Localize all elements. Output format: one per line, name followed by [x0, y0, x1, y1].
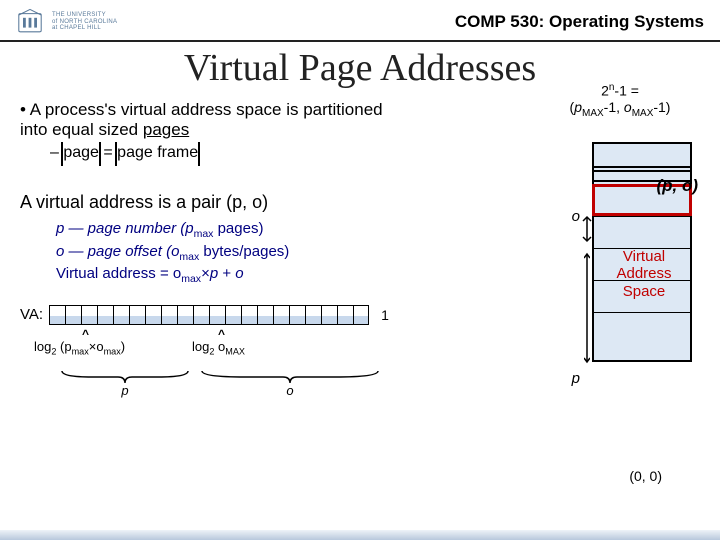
origin-label: (0, 0): [629, 468, 662, 484]
te-post: -1 =: [614, 83, 639, 99]
course-title: COMP 530: Operating Systems: [455, 12, 704, 32]
stripe: [594, 166, 690, 168]
te2-sub: MAX: [582, 108, 604, 119]
bit-cell: [353, 305, 369, 325]
logo-line3: at CHAPEL HILL: [52, 25, 117, 32]
bit-cell: [321, 305, 337, 325]
bit-cell: [177, 305, 193, 325]
page-row: [594, 216, 690, 248]
bit-diagram: [49, 305, 369, 325]
brace-p-icon: [60, 369, 190, 383]
bit-cell: [97, 305, 113, 325]
vas-l1: Virtual: [602, 248, 686, 265]
footer-bar: [0, 530, 720, 540]
logo-line2: of NORTH CAROLINA: [52, 19, 117, 26]
bit-cell: [113, 305, 129, 325]
bit-cell: [225, 305, 241, 325]
unc-logo-icon: [16, 8, 44, 36]
bit-cell: [161, 305, 177, 325]
page-row: [594, 312, 690, 344]
log1-body: (p: [56, 339, 71, 354]
log2-pre: log: [192, 339, 209, 354]
bit-cell: [193, 305, 209, 325]
bit-cell: [209, 305, 225, 325]
stripe: [594, 170, 690, 172]
abs-frame: page frame: [117, 144, 198, 162]
bit-cell: [65, 305, 81, 325]
def-va-plus: +: [218, 265, 235, 282]
te2-end: -1): [653, 99, 670, 115]
bit-cell: [273, 305, 289, 325]
o-side-label: o: [572, 208, 580, 225]
def-o-end: bytes/pages): [199, 243, 289, 260]
log1-pre: log: [34, 339, 51, 354]
brace-p: p: [60, 369, 190, 398]
pair-p: p: [232, 192, 242, 212]
pair-sep: ,: [242, 192, 252, 212]
one-label: 1: [381, 307, 389, 323]
log1-end: ): [121, 339, 125, 354]
log2-bsub: MAX: [225, 347, 245, 357]
slide-header: THE UNIVERSITY of NORTH CAROLINA at CHAP…: [0, 0, 720, 42]
pair-intro: A virtual address is a pair (: [20, 192, 232, 212]
logo-area: THE UNIVERSITY of NORTH CAROLINA at CHAP…: [16, 8, 117, 36]
bit-cell: [305, 305, 321, 325]
p-side-label: p: [572, 370, 580, 387]
bit-cell: [49, 305, 65, 325]
def-p-end: pages): [213, 220, 263, 237]
def-o-pre: o — page offset (o: [56, 243, 179, 260]
log1-mid: ×o: [89, 339, 104, 354]
bullet-underlined: pages: [143, 120, 189, 139]
vas-l2: Address: [602, 265, 686, 282]
te2-o: o: [624, 99, 632, 115]
brace-o-icon: [200, 369, 380, 383]
te-2: 2: [601, 83, 609, 99]
brace-row: p o: [20, 369, 700, 409]
te2-p: p: [574, 99, 582, 115]
va-label: VA:: [20, 306, 43, 323]
abs-page: page: [63, 144, 99, 162]
vas-l3: Space: [602, 283, 686, 300]
def-p-pre: p — page number (p: [56, 220, 194, 237]
log-label-total: log2 (pmax×omax): [34, 339, 125, 357]
topexpr-line2: (pMAX-1, oMAX-1): [540, 99, 700, 120]
vas-caption: Virtual Address Space: [602, 248, 686, 300]
p-arrow-icon: [584, 252, 590, 364]
log2-body: o: [214, 339, 225, 354]
def-va-o: o: [235, 265, 243, 282]
def-o-sub: max: [179, 251, 199, 263]
te2-mid: -1,: [604, 99, 624, 115]
def-va-p: p: [210, 265, 218, 282]
po-label: (p, o): [656, 176, 698, 196]
bit-cell: [145, 305, 161, 325]
log1-bsub2: max: [104, 347, 121, 357]
pair-o: o: [252, 192, 262, 212]
top-right-expression: 2n-1 = (pMAX-1, oMAX-1): [540, 82, 700, 120]
bit-cell: [81, 305, 97, 325]
log1-bsub: max: [72, 347, 89, 357]
bit-cell: [241, 305, 257, 325]
o-arrow-icon: [582, 215, 592, 243]
brace-o: o: [200, 369, 380, 398]
def-va-pre: Virtual address = o: [56, 265, 181, 282]
brace-p-label: p: [60, 383, 190, 398]
topexpr-line1: 2n-1 =: [540, 82, 700, 99]
bit-cell: [129, 305, 145, 325]
log-label-offset: log2 oMAX: [192, 339, 245, 357]
main-bullet: • A process's virtual address space is p…: [20, 100, 410, 140]
def-va-sub: max: [181, 273, 201, 285]
bullet-text: A process's virtual address space is par…: [20, 100, 383, 139]
bit-cell: [257, 305, 273, 325]
bit-cell: [289, 305, 305, 325]
te2-sub2: MAX: [632, 108, 654, 119]
bit-cell: [337, 305, 353, 325]
def-va-mid: ×: [201, 265, 210, 282]
def-p-sub: max: [194, 228, 214, 240]
pair-close: ): [262, 192, 268, 212]
logo-line1: THE UNIVERSITY: [52, 12, 117, 19]
brace-o-label: o: [200, 383, 380, 398]
logo-text: THE UNIVERSITY of NORTH CAROLINA at CHAP…: [52, 12, 117, 32]
